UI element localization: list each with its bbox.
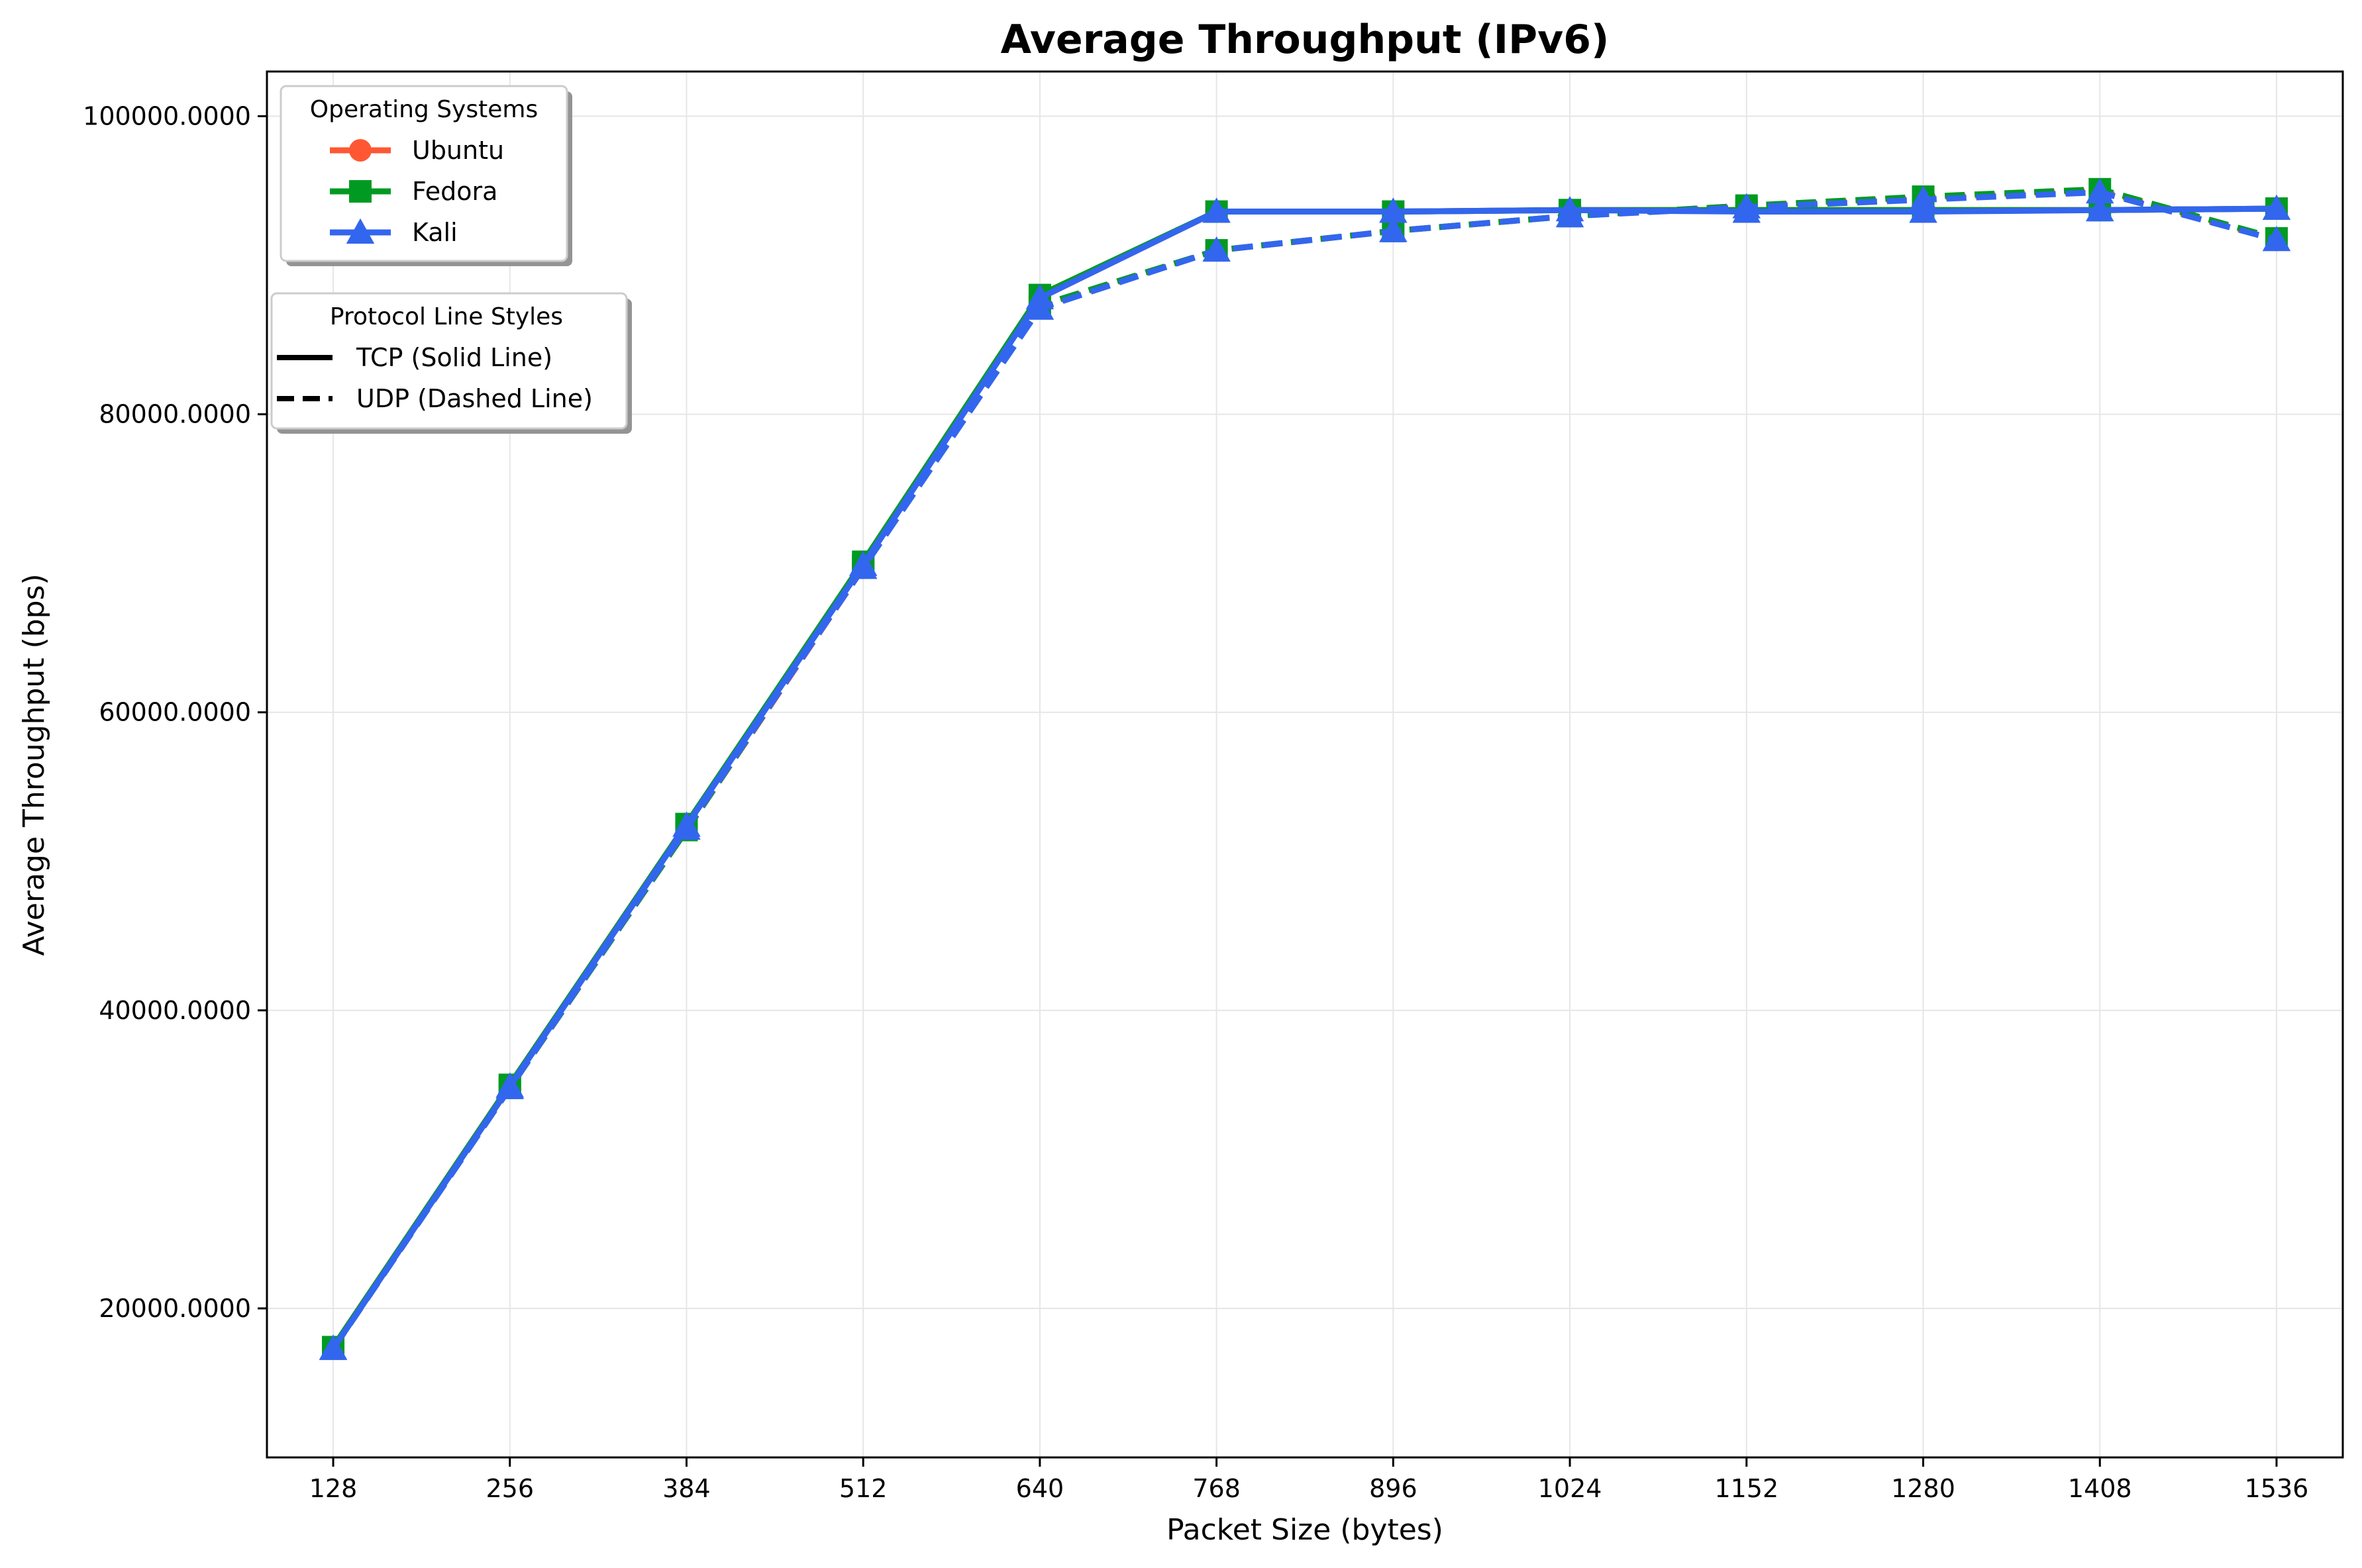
triangle-marker — [1202, 197, 1231, 223]
triangle-marker — [672, 814, 701, 840]
legend-title: Protocol Line Styles — [330, 303, 563, 330]
series-layer — [319, 177, 2291, 1360]
y-tick-label: 100000.0000 — [83, 102, 251, 131]
triangle-marker — [1379, 197, 1408, 223]
x-tick-label: 128 — [309, 1474, 358, 1503]
x-axis-label: Packet Size (bytes) — [1166, 1513, 1443, 1547]
legend-operating-systems: Operating Systems Ubuntu Fedora Kali — [280, 85, 572, 266]
x-tick-label: 1024 — [1538, 1474, 1602, 1503]
x-tick-label: 256 — [486, 1474, 534, 1503]
x-tick-label: 768 — [1192, 1474, 1241, 1503]
triangle-marker — [1379, 217, 1408, 242]
square-marker — [349, 180, 372, 203]
legend-box — [280, 85, 568, 262]
series-kali-udp — [319, 178, 2291, 1360]
y-tick-label: 20000.0000 — [99, 1294, 251, 1323]
x-tick-label: 640 — [1016, 1474, 1064, 1503]
triangle-marker — [1909, 185, 1937, 211]
x-tick-label: 1152 — [1714, 1474, 1778, 1503]
y-axis-label: Average Throughput (bps) — [17, 573, 51, 956]
x-tick-label: 1280 — [1891, 1474, 1955, 1503]
triangle-marker — [319, 1334, 348, 1360]
legend-entry-fedora: Fedora — [330, 177, 497, 206]
legend-label: UDP (Dashed Line) — [356, 384, 593, 413]
triangle-marker — [848, 554, 878, 579]
legend-label: Kali — [412, 218, 458, 247]
legend-label: Fedora — [412, 177, 497, 206]
triangle-marker — [1732, 193, 1761, 219]
legend-entry-kali: Kali — [330, 218, 458, 247]
x-tick-label: 384 — [662, 1474, 711, 1503]
y-tick-label: 60000.0000 — [99, 698, 251, 727]
triangle-marker — [346, 218, 375, 244]
legend-label: Ubuntu — [412, 136, 504, 165]
x-tick-label: 1408 — [2068, 1474, 2132, 1503]
triangle-marker — [1025, 294, 1054, 320]
circle-marker — [349, 139, 372, 162]
triangle-marker — [2086, 178, 2114, 204]
triangle-marker — [1202, 236, 1231, 262]
x-axis: 128 256 384 512 640 768 896 1024 1152 1280 1408 153… — [309, 1457, 2309, 1503]
plot-frame — [266, 70, 2344, 1459]
x-tick-label: 1536 — [2245, 1474, 2309, 1503]
triangle-marker — [2262, 194, 2291, 220]
series-line — [331, 189, 2278, 1351]
triangle-marker — [2086, 196, 2114, 222]
legend-title: Operating Systems — [310, 96, 538, 123]
legend-entry-solid: TCP (Solid Line) — [277, 343, 552, 372]
x-tick-label: 896 — [1369, 1474, 1417, 1503]
x-tick-label: 512 — [839, 1474, 888, 1503]
legend-entry-ubuntu: Ubuntu — [330, 136, 504, 165]
legend-entry-dashed: UDP (Dashed Line) — [277, 384, 593, 413]
triangle-marker — [1555, 202, 1584, 228]
y-tick-label: 40000.0000 — [99, 996, 251, 1025]
triangle-marker — [2262, 226, 2291, 252]
legend-label: TCP (Solid Line) — [356, 343, 552, 372]
y-tick-label: 80000.0000 — [99, 400, 251, 429]
y-axis: 20000.0000 40000.0000 60000.0000 80000.0000… — [83, 102, 267, 1323]
legend-protocol-styles: Protocol Line Styles TCP (Solid Line) UDP… — [270, 292, 632, 434]
chart-title: Average Throughput (IPv6) — [1001, 17, 1610, 63]
legend-box — [270, 292, 628, 430]
triangle-marker — [495, 1073, 524, 1099]
